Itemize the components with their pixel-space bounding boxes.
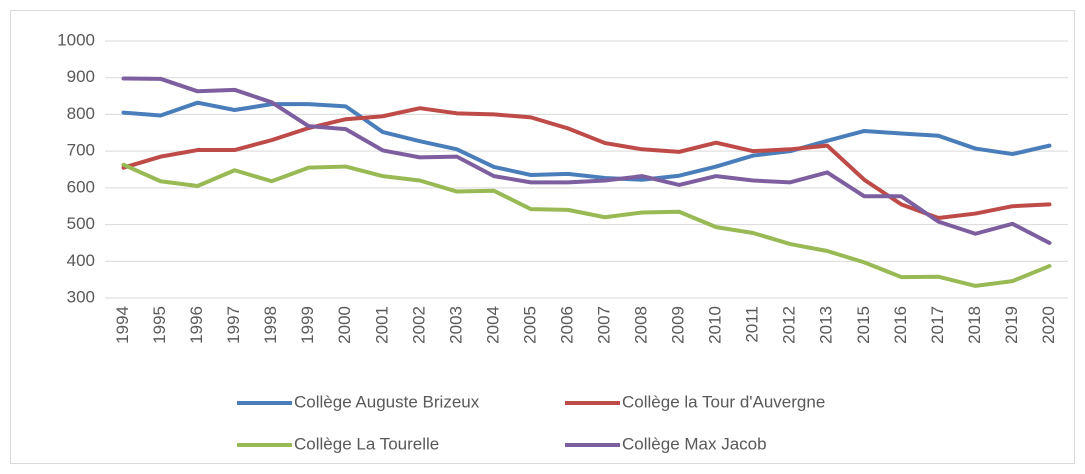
- x-tick-label: 2008: [632, 306, 651, 344]
- legend-label: Collège la Tour d'Auvergne: [622, 392, 825, 411]
- x-tick-label: 2011: [743, 306, 762, 343]
- x-tick-label: 2009: [669, 306, 688, 344]
- y-tick-label: 900: [67, 67, 95, 86]
- x-tick-label: 2019: [1002, 306, 1021, 344]
- series-line: [121, 106, 1052, 220]
- series-line: [121, 162, 1052, 288]
- x-tick-label: 1994: [113, 306, 132, 344]
- x-tick-label: 2003: [446, 306, 465, 344]
- y-tick-label: 1000: [57, 30, 95, 49]
- y-tick-label: 700: [67, 141, 95, 160]
- x-tick-label: 2012: [780, 306, 799, 344]
- x-tick-label: 2013: [817, 306, 836, 344]
- y-tick-label: 600: [67, 177, 95, 196]
- y-tick-label: 500: [67, 214, 95, 233]
- x-tick-label: 1997: [224, 306, 243, 344]
- series-line: [121, 76, 1052, 245]
- x-tick-label: 1998: [261, 306, 280, 344]
- y-tick-label: 400: [67, 251, 95, 270]
- x-tick-label: 2017: [928, 306, 947, 344]
- x-tick-label: 2020: [1039, 306, 1058, 344]
- legend-label: Collège La Tourelle: [294, 434, 439, 453]
- x-tick-label: 2010: [706, 306, 725, 344]
- x-tick-label: 2015: [854, 306, 873, 344]
- x-tick-label: 1999: [298, 306, 317, 344]
- chart-border: [10, 10, 1075, 464]
- x-tick-label: 2000: [335, 306, 354, 344]
- legend-label: Collège Max Jacob: [622, 434, 767, 453]
- x-tick-label: 2002: [409, 306, 428, 344]
- x-tick-label: 2006: [557, 306, 576, 344]
- x-tick-label: 2018: [965, 306, 984, 344]
- y-tick-label: 300: [67, 287, 95, 306]
- x-tick-label: 2007: [595, 306, 614, 344]
- y-tick-label: 800: [67, 104, 95, 123]
- x-tick-label: 2001: [372, 306, 391, 344]
- x-tick-label: 1996: [187, 306, 206, 344]
- x-tick-label: 2016: [891, 306, 910, 344]
- legend-label: Collège Auguste Brizeux: [294, 392, 480, 411]
- x-tick-label: 1995: [150, 306, 169, 344]
- x-tick-label: 2005: [520, 306, 539, 344]
- x-tick-label: 2004: [483, 306, 502, 344]
